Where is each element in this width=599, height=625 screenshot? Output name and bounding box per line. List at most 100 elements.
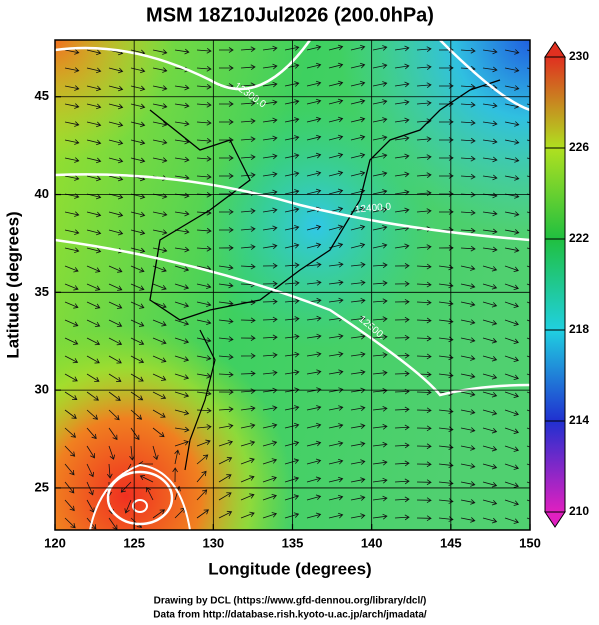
streamline	[262, 493, 277, 501]
streamline	[262, 280, 278, 287]
streamline	[394, 153, 410, 160]
streamline	[504, 121, 520, 127]
streamline	[240, 440, 256, 447]
streamline	[218, 318, 234, 325]
streamline	[240, 475, 255, 483]
streamline	[124, 499, 132, 514]
streamline	[460, 391, 476, 397]
streamline	[218, 300, 234, 307]
streamline	[108, 283, 123, 291]
streamline	[460, 481, 476, 487]
streamline	[196, 101, 212, 108]
colorbar-tick-label: 218	[569, 322, 589, 336]
streamline	[328, 405, 344, 411]
streamline	[504, 409, 519, 416]
streamline	[482, 481, 498, 488]
streamline	[108, 157, 124, 164]
streamline	[460, 83, 476, 90]
streamline	[86, 85, 102, 92]
x-tick-label: 145	[440, 535, 462, 550]
colorbar-tick-label: 210	[569, 504, 589, 518]
streamline	[504, 49, 520, 55]
streamline	[460, 301, 476, 307]
streamline	[130, 427, 140, 441]
streamline	[328, 440, 344, 447]
streamline	[130, 85, 146, 92]
streamline	[64, 175, 80, 181]
streamline	[416, 136, 432, 142]
streamline	[350, 224, 366, 231]
streamline	[416, 263, 432, 270]
streamline	[218, 227, 234, 233]
streamline	[86, 409, 99, 420]
streamline	[64, 157, 80, 163]
streamline	[240, 493, 255, 501]
streamline	[328, 369, 344, 376]
streamline	[482, 246, 498, 253]
x-axis-label: Longitude (degrees)	[208, 559, 371, 578]
streamline	[416, 479, 432, 486]
streamline	[196, 439, 211, 447]
streamline	[64, 229, 80, 235]
streamline	[526, 409, 530, 412]
streamline	[174, 210, 190, 217]
streamline	[482, 517, 498, 524]
streamline	[328, 423, 344, 429]
streamline	[350, 423, 366, 430]
field	[55, 40, 530, 530]
streamline	[306, 134, 322, 141]
streamline	[240, 136, 256, 143]
streamline	[64, 49, 80, 55]
streamline	[306, 512, 322, 519]
x-tick-label: 120	[44, 535, 66, 550]
streamline	[350, 441, 366, 447]
streamline	[130, 67, 146, 74]
streamline	[262, 171, 278, 178]
streamline	[130, 121, 146, 128]
streamline	[284, 458, 300, 465]
streamline	[86, 373, 100, 382]
streamline	[108, 391, 121, 401]
streamline	[306, 224, 322, 231]
streamline	[108, 175, 124, 182]
streamline	[416, 407, 432, 414]
streamline	[108, 427, 118, 441]
streamline	[504, 301, 519, 309]
streamline	[240, 244, 256, 250]
streamline	[482, 210, 498, 217]
streamline	[350, 495, 366, 501]
streamline	[394, 81, 410, 88]
streamline	[394, 280, 410, 287]
streamline	[526, 265, 530, 268]
streamline	[306, 170, 322, 177]
colorbar-extend	[544, 41, 566, 58]
streamline	[86, 121, 102, 128]
streamline	[460, 283, 476, 289]
streamline	[482, 499, 498, 506]
streamline	[372, 225, 388, 231]
streamline	[152, 121, 168, 127]
streamline	[262, 316, 278, 323]
streamline	[262, 207, 278, 214]
streamline	[460, 427, 476, 433]
x-tick-label: 130	[202, 535, 224, 550]
streamline	[64, 517, 76, 529]
streamline	[460, 337, 476, 343]
streamline	[526, 355, 530, 358]
streamline	[284, 153, 300, 159]
streamline	[218, 101, 234, 107]
streamline	[372, 370, 388, 376]
streamline	[372, 441, 388, 448]
streamline	[64, 355, 79, 364]
streamline	[196, 227, 212, 234]
streamline	[196, 301, 212, 308]
colorbar-tick-label: 222	[569, 231, 589, 245]
streamline	[86, 265, 101, 273]
streamline	[284, 81, 300, 87]
streamline	[350, 513, 366, 519]
streamline	[196, 83, 212, 90]
streamline	[394, 406, 410, 413]
streamline	[350, 280, 366, 286]
streamline	[64, 211, 80, 217]
streamline	[372, 262, 388, 269]
